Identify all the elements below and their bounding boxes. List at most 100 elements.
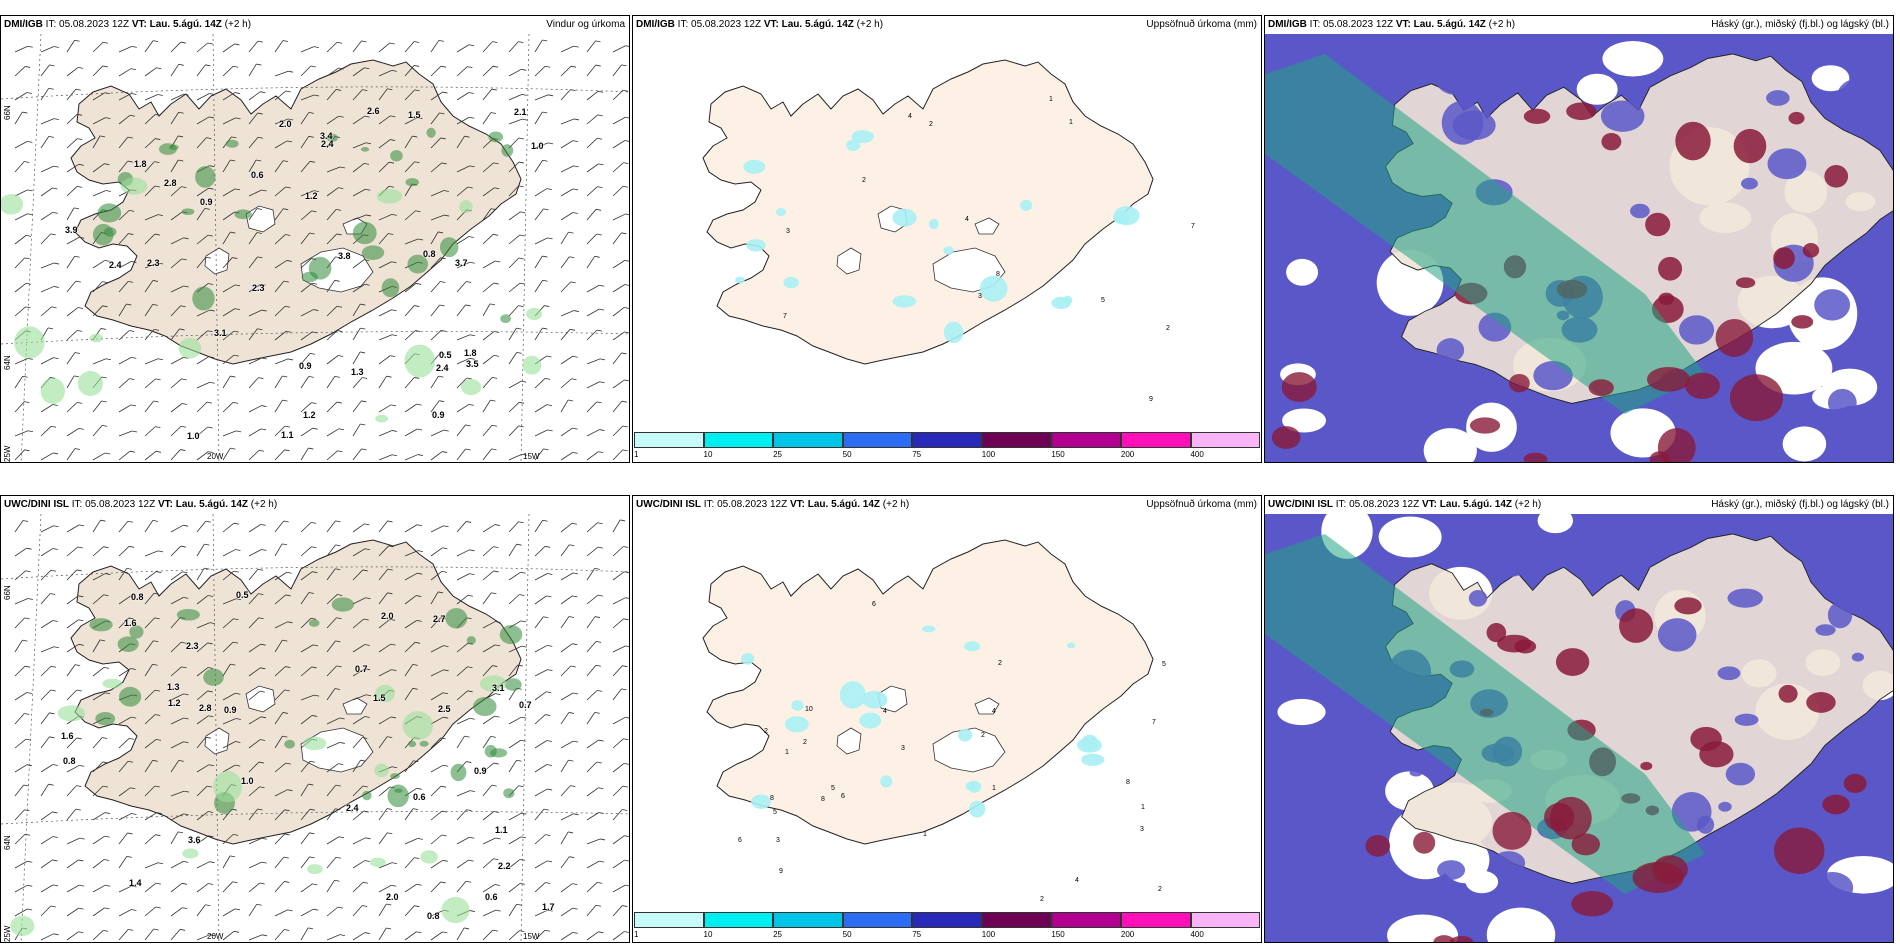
precip-value-label: 0.8	[131, 592, 144, 602]
colorbar-swatch	[842, 912, 913, 928]
colorbar-swatch	[981, 912, 1052, 928]
glacier	[974, 697, 1000, 715]
model-name: UWC/DINI ISL	[1268, 499, 1333, 510]
precip-value-label: 1.8	[134, 159, 147, 169]
map-area: 1.3 1.6 2.0 1.5 2.7 3.1 1.0 3.6 1.7 2.5 1.1 2.8 0.8 0…	[1, 514, 629, 942]
colorbar-swatch	[1051, 912, 1121, 928]
precip-value-label: 3.1	[492, 683, 505, 693]
precip-value-label: 1.5	[373, 693, 386, 703]
map-area	[1265, 34, 1893, 462]
accum-value-label: 7	[1191, 223, 1195, 230]
precip-value-label: 2.3	[186, 641, 199, 651]
iceland-land	[702, 539, 1154, 845]
precip-value-label: 0.7	[355, 664, 368, 674]
accum-value-label: 5	[773, 809, 777, 816]
accum-value-label: 3	[978, 293, 982, 300]
precip-value-label: 1.1	[281, 430, 294, 440]
init-time: IT: 05.08.2023 12Z	[45, 19, 130, 30]
glacier	[836, 727, 862, 755]
accum-value-label: 8	[821, 796, 825, 803]
precip-value-label: 1.3	[351, 367, 364, 377]
colorbar-tick: 1	[634, 450, 639, 459]
precip-value-label: 3.4	[320, 131, 333, 141]
axis-tick-label: 15W	[523, 932, 540, 941]
axis-tick-label: 66N	[3, 585, 12, 600]
colorbar-swatch	[703, 432, 774, 448]
axis-tick-label: 25W	[3, 445, 12, 462]
accum-value-label: 3	[776, 837, 780, 844]
precip-value-label: 2.8	[199, 703, 212, 713]
precip-value-label: 2.3	[147, 258, 160, 268]
colorbar-swatch	[981, 432, 1052, 448]
lead-time: (+2 h)	[856, 19, 884, 30]
map-area: 2.3 2.8 1.5 2.4 1.0 0.9 3.7 3.8 3.4 1.3 2.3 2.4 3.5 0…	[1, 34, 629, 462]
precip-value-label: 1.7	[542, 902, 555, 912]
precip-value-label: 0.8	[427, 911, 440, 921]
precip-value-label: 0.9	[200, 197, 213, 207]
accum-value-label: 2	[803, 739, 807, 746]
accum-value-label: 4	[908, 113, 912, 120]
model-name: DMI/IGB	[4, 19, 43, 30]
precip-value-label: 1.8	[464, 348, 477, 358]
colorbar-tick: 400	[1190, 450, 1204, 459]
colorbar-swatch	[1120, 912, 1191, 928]
model-name: DMI/IGB	[636, 19, 675, 30]
colorbar-tick: 100	[981, 930, 996, 939]
precip-value-label: 0.7	[519, 700, 532, 710]
precip-value-label: 2.4	[109, 260, 122, 270]
accum-value-label: 6	[841, 793, 845, 800]
colorbar-tick: 10	[703, 930, 713, 939]
lead-time: (+2 h)	[1514, 499, 1542, 510]
colorbar-swatch	[1051, 432, 1121, 448]
glacier	[245, 205, 276, 233]
colorbar-tick: 10	[703, 450, 713, 459]
model-name: UWC/DINI ISL	[636, 499, 701, 510]
panel-title: Háský (gr.), miðský (fj.bl.) og lágský (…	[1711, 19, 1889, 30]
precip-value-label: 1.2	[303, 410, 316, 420]
accum-value-label: 7	[783, 313, 787, 320]
precip-value-label: 0.6	[413, 792, 426, 802]
precip-value-label: 1.0	[531, 141, 544, 151]
valid-time: VT: Lau. 5.ágú. 14Z	[1421, 499, 1512, 510]
precip-value-label: 1.6	[124, 618, 137, 628]
precip-value-label: 2.4	[346, 803, 359, 813]
colorbar-tick: 75	[912, 930, 922, 939]
colorbar-tick: 50	[842, 450, 852, 459]
colorbar-tick: 200	[1120, 450, 1135, 459]
map-area	[1265, 514, 1893, 942]
accum-value-label: 3	[786, 228, 790, 235]
colorbar-swatch	[773, 912, 843, 928]
panel-precip-dmi: DMI/IGB IT: 05.08.2023 12Z VT: Lau. 5.ág…	[632, 15, 1262, 463]
precip-value-label: 2.7	[433, 614, 446, 624]
precip-value-label: 2.0	[279, 119, 292, 129]
accum-value-label: 2	[1040, 896, 1044, 903]
glacier	[204, 727, 230, 755]
axis-tick-label: 20W	[207, 452, 224, 461]
colorbar-swatch	[634, 432, 704, 448]
glacier	[245, 685, 276, 713]
accum-value-label: 9	[1149, 396, 1153, 403]
precip-value-label: 0.6	[251, 170, 264, 180]
precip-value-label: 3.8	[338, 251, 351, 261]
precip-value-label: 3.9	[65, 225, 78, 235]
panel-title: Uppsöfnuð úrkoma (mm)	[1146, 499, 1257, 510]
accum-value-label: 2	[981, 732, 985, 739]
valid-time: VT: Lau. 5.ágú. 14Z	[789, 499, 880, 510]
map-area: 2 2 3 1 3 4 5 8 2 1 5 6 9 8 2 3 6 7 1 2 2 4 5 10 6 4 1 8	[633, 514, 1261, 942]
init-time: IT: 05.08.2023 12Z	[71, 499, 156, 510]
glacier	[974, 217, 1000, 235]
precip-value-label: 3.7	[455, 258, 468, 268]
accum-value-label: 2	[1166, 325, 1170, 332]
precip-value-label: 0.5	[236, 590, 249, 600]
accum-value-label: 1	[785, 749, 789, 756]
accum-value-label: 4	[1075, 877, 1079, 884]
precip-value-label: 1.0	[187, 431, 200, 441]
colorbar-swatch	[912, 432, 982, 448]
colorbar-tick: 100	[981, 450, 996, 459]
precip-value-label: 1.2	[168, 698, 181, 708]
model-name: UWC/DINI ISL	[4, 499, 69, 510]
precip-value-label: 0.5	[439, 350, 452, 360]
precip-value-label: 2.4	[321, 139, 334, 149]
panel-header: DMI/IGB IT: 05.08.2023 12Z VT: Lau. 5.ág…	[1265, 16, 1893, 34]
colorbar-tick: 150	[1051, 450, 1065, 459]
